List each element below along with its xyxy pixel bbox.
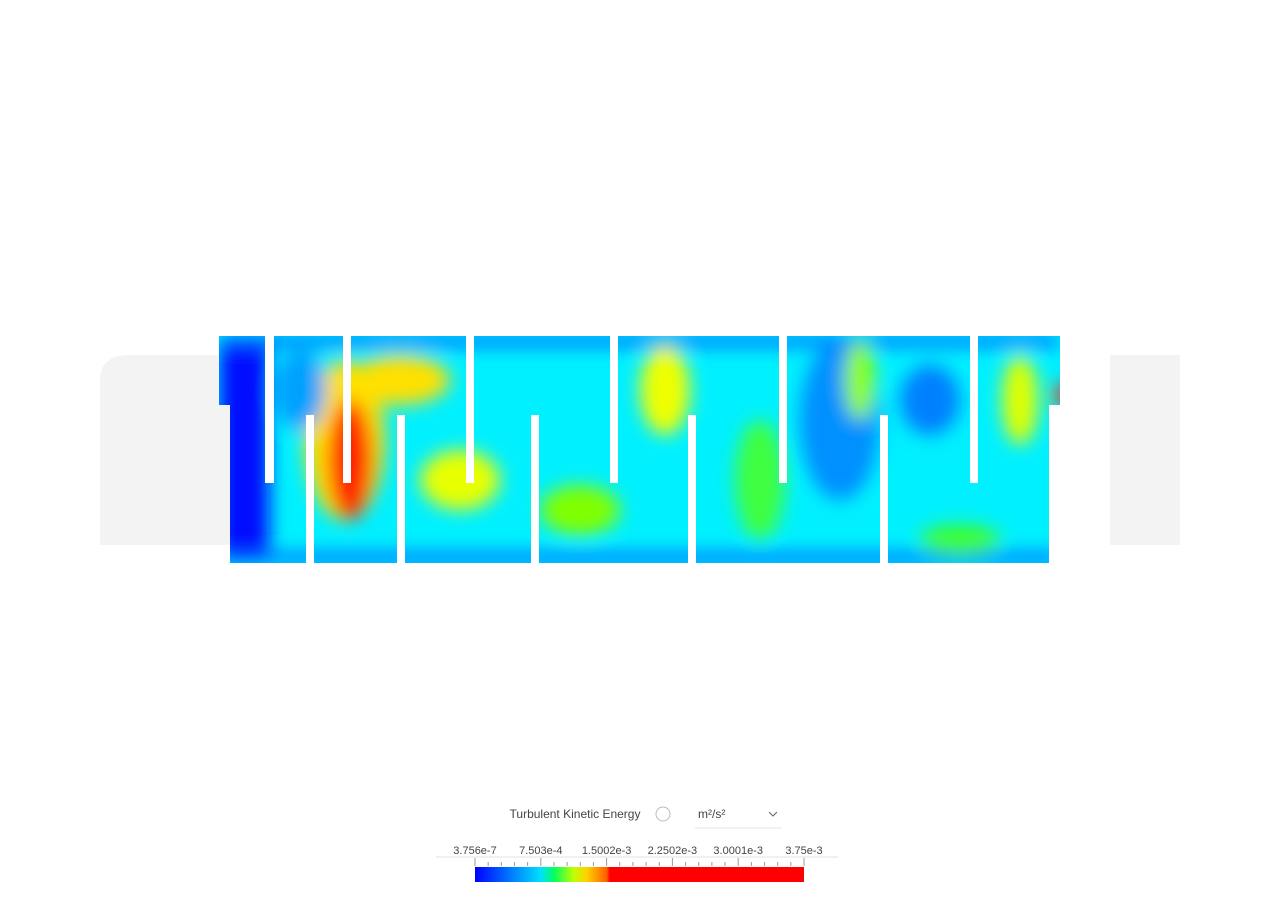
legend-label: 3.75e-3 [785,845,822,857]
legend-labels: 3.756e-7 7.503e-4 1.5002e-3 2.2502e-3 3.0001… [453,845,822,857]
dropdown-icon[interactable] [768,811,778,817]
legend-label: 3.0001e-3 [713,845,763,857]
legend-label: 2.2502e-3 [648,845,698,857]
contour-plot [219,336,1060,563]
watermark [100,355,1180,545]
legend-title: Turbulent Kinetic Energy [510,807,641,821]
unit-select[interactable]: m²/s² [698,807,725,821]
legend-label: 3.756e-7 [453,845,496,857]
legend-label: 1.5002e-3 [582,845,632,857]
legend-ticks [474,858,805,866]
colorbar [475,867,804,882]
legend-menu[interactable] [655,806,671,822]
legend-label: 7.503e-4 [519,845,562,857]
